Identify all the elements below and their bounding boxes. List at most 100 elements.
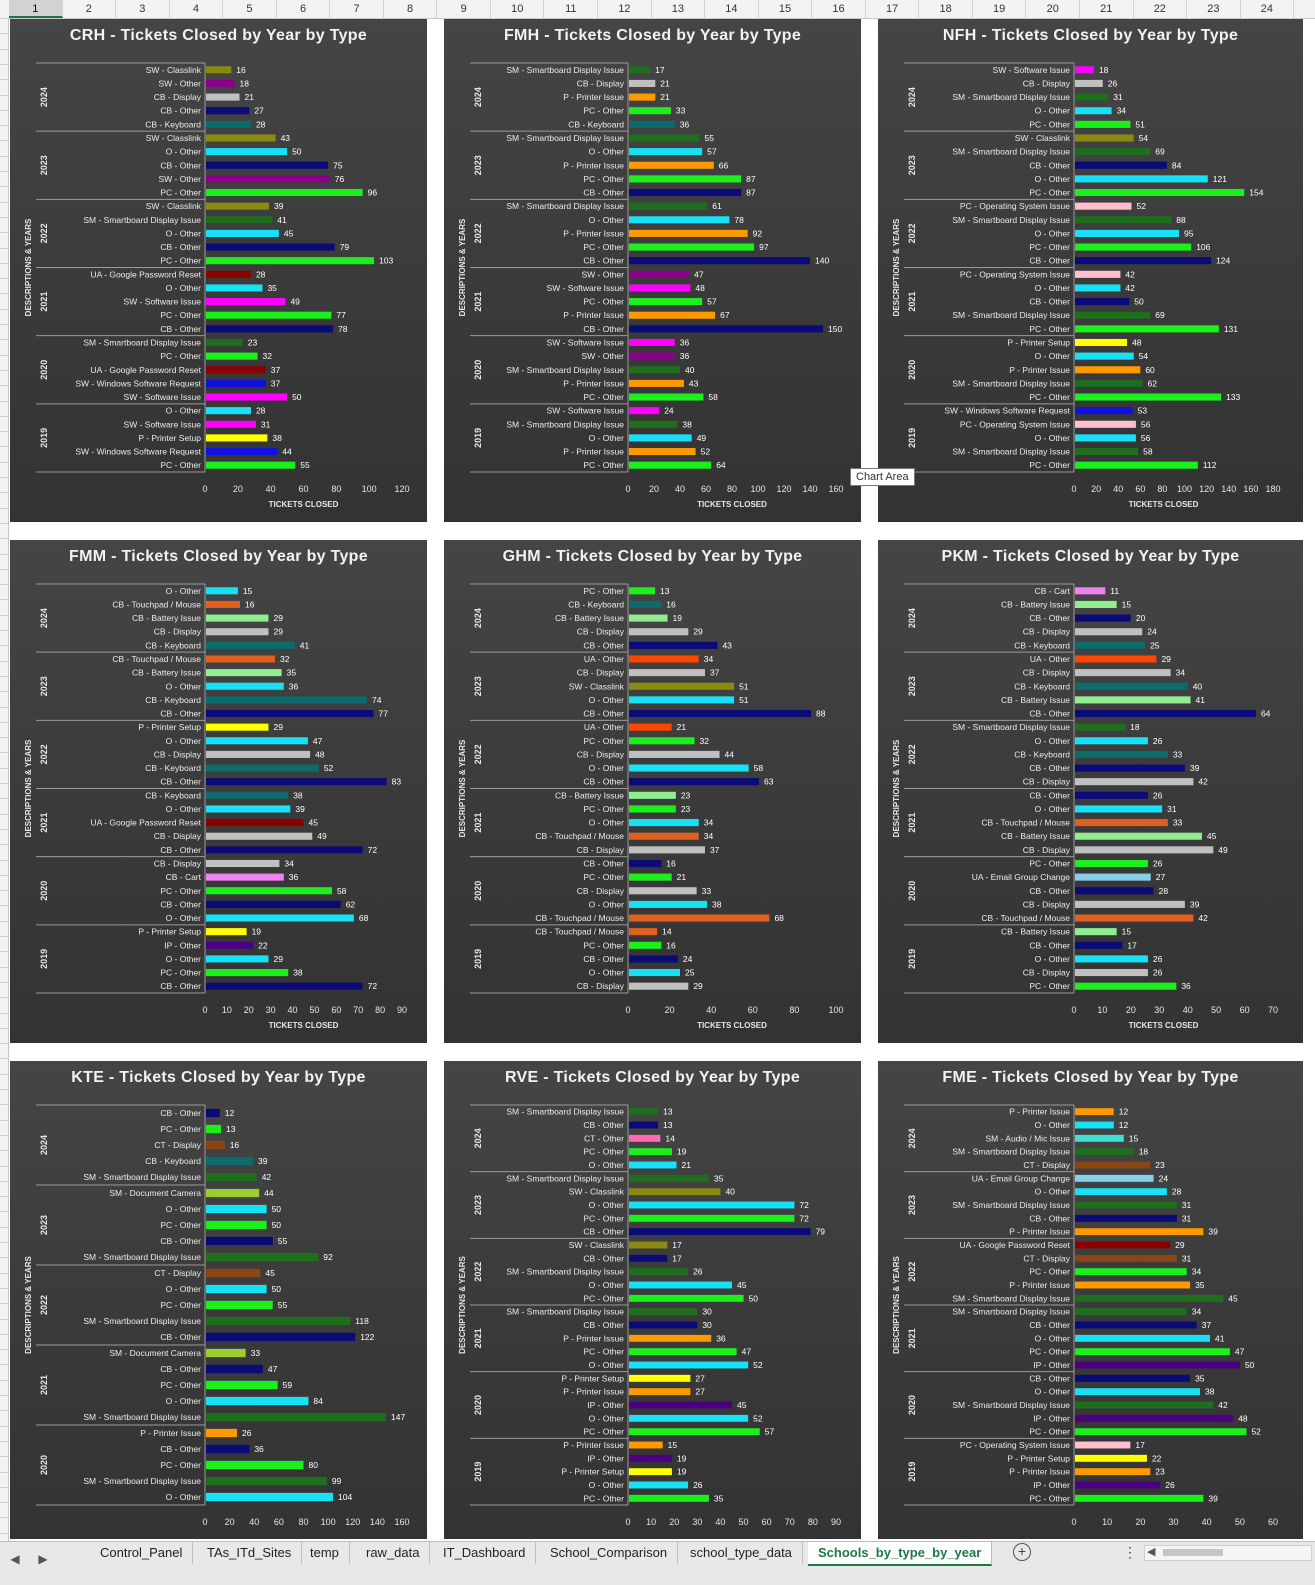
bar[interactable] [206,461,296,469]
bar[interactable] [1075,587,1106,595]
column-header-7[interactable]: 7 [330,0,384,18]
bar[interactable] [629,969,680,977]
bar[interactable] [1075,66,1094,74]
bar[interactable] [629,750,720,758]
chart-panel-pkm[interactable]: PKM - Tickets Closed by Year by Type DESC… [878,540,1303,1043]
bar[interactable] [629,1361,749,1369]
bar[interactable] [629,941,662,949]
chevron-right-icon[interactable]: ▶ [38,1552,48,1566]
bar[interactable] [206,969,289,977]
bar[interactable] [1075,1148,1134,1156]
bar[interactable] [629,148,703,156]
bar[interactable] [1075,1241,1171,1249]
bar[interactable] [629,778,760,786]
bar[interactable] [206,338,243,347]
bar[interactable] [629,982,689,990]
bar[interactable] [629,393,704,401]
bar[interactable] [1075,846,1214,854]
bar[interactable] [1075,243,1192,251]
bar[interactable] [1075,1348,1230,1356]
bar[interactable] [629,1441,663,1449]
bar[interactable] [1075,298,1130,306]
bar[interactable] [206,1492,334,1502]
bar[interactable] [1075,1228,1204,1236]
bar[interactable] [1075,1334,1210,1342]
bar[interactable] [629,846,705,854]
bar[interactable] [1075,257,1212,265]
horizontal-scrollbar[interactable]: ◀ [1144,1545,1312,1561]
bar[interactable] [1075,1361,1240,1369]
bar[interactable] [206,93,240,101]
bar[interactable] [1075,941,1123,949]
bar[interactable] [206,873,284,881]
chart-panel-fmh[interactable]: FMH - Tickets Closed by Year by Type DESC… [444,19,861,522]
bar[interactable] [1075,832,1202,840]
bar[interactable] [1075,79,1103,87]
column-header-6[interactable]: 6 [277,0,331,18]
bar[interactable] [1075,352,1134,360]
more-vertical-icon[interactable]: ⋮ [1123,1544,1137,1560]
bar[interactable] [1075,614,1131,622]
sheet-tab-temp[interactable]: temp [300,1542,350,1564]
bar[interactable] [206,1108,220,1118]
column-header-4[interactable]: 4 [170,0,224,18]
bar[interactable] [1075,107,1112,115]
bar[interactable] [1075,791,1148,799]
chart-panel-ghm[interactable]: GHM - Tickets Closed by Year by Type DESC… [444,540,861,1043]
bar[interactable] [206,1204,267,1214]
bar[interactable] [1075,750,1168,758]
bar[interactable] [1075,1268,1187,1276]
bar[interactable] [206,407,251,415]
bar[interactable] [206,1364,263,1374]
bar[interactable] [206,696,367,704]
bar[interactable] [206,941,254,949]
bar[interactable] [629,311,716,319]
bar[interactable] [1075,393,1222,401]
bar[interactable] [1075,366,1141,374]
sheet-tab-school-comparison[interactable]: School_Comparison [540,1542,679,1564]
bar[interactable] [1075,1414,1234,1422]
bar[interactable] [629,1134,661,1142]
bar[interactable] [629,366,680,374]
bar[interactable] [1075,914,1194,922]
bar[interactable] [629,461,712,469]
bar[interactable] [629,1254,668,1262]
bar[interactable] [1075,1188,1167,1196]
bar[interactable] [629,216,730,224]
bar[interactable] [206,723,269,731]
bar[interactable] [206,1476,327,1486]
bar[interactable] [1075,379,1143,387]
bar[interactable] [1075,1214,1177,1222]
bar[interactable] [629,1374,691,1382]
bar[interactable] [629,352,675,360]
bar[interactable] [206,66,232,74]
chevron-left-icon[interactable]: ◀ [10,1552,20,1566]
bar[interactable] [206,161,329,169]
bar[interactable] [1075,1108,1114,1116]
bar[interactable] [1075,202,1132,210]
bar[interactable] [1075,1321,1197,1329]
bar[interactable] [1075,434,1136,442]
chart-panel-fme[interactable]: FME - Tickets Closed by Year by Type DESC… [878,1061,1303,1539]
bar[interactable] [629,887,697,895]
bar[interactable] [629,325,823,333]
bar[interactable] [1075,311,1151,319]
bar[interactable] [206,379,266,387]
bar[interactable] [206,284,263,292]
bar[interactable] [629,420,678,428]
column-header-24[interactable]: 24 [1241,0,1295,18]
bar[interactable] [1075,628,1143,636]
column-header-14[interactable]: 14 [705,0,759,18]
bar[interactable] [206,914,354,922]
bar[interactable] [1075,134,1134,142]
bar[interactable] [629,1388,691,1396]
sheet-tab-it-dashboard[interactable]: IT_Dashboard [433,1542,537,1564]
bar[interactable] [1075,120,1131,128]
bar[interactable] [1075,270,1121,278]
chart-panel-kte[interactable]: KTE - Tickets Closed by Year by Type DESC… [10,1061,427,1539]
bar[interactable] [629,914,770,922]
bar[interactable] [629,202,708,210]
bar[interactable] [629,1454,672,1462]
bar[interactable] [629,120,675,128]
bar[interactable] [1075,407,1133,415]
